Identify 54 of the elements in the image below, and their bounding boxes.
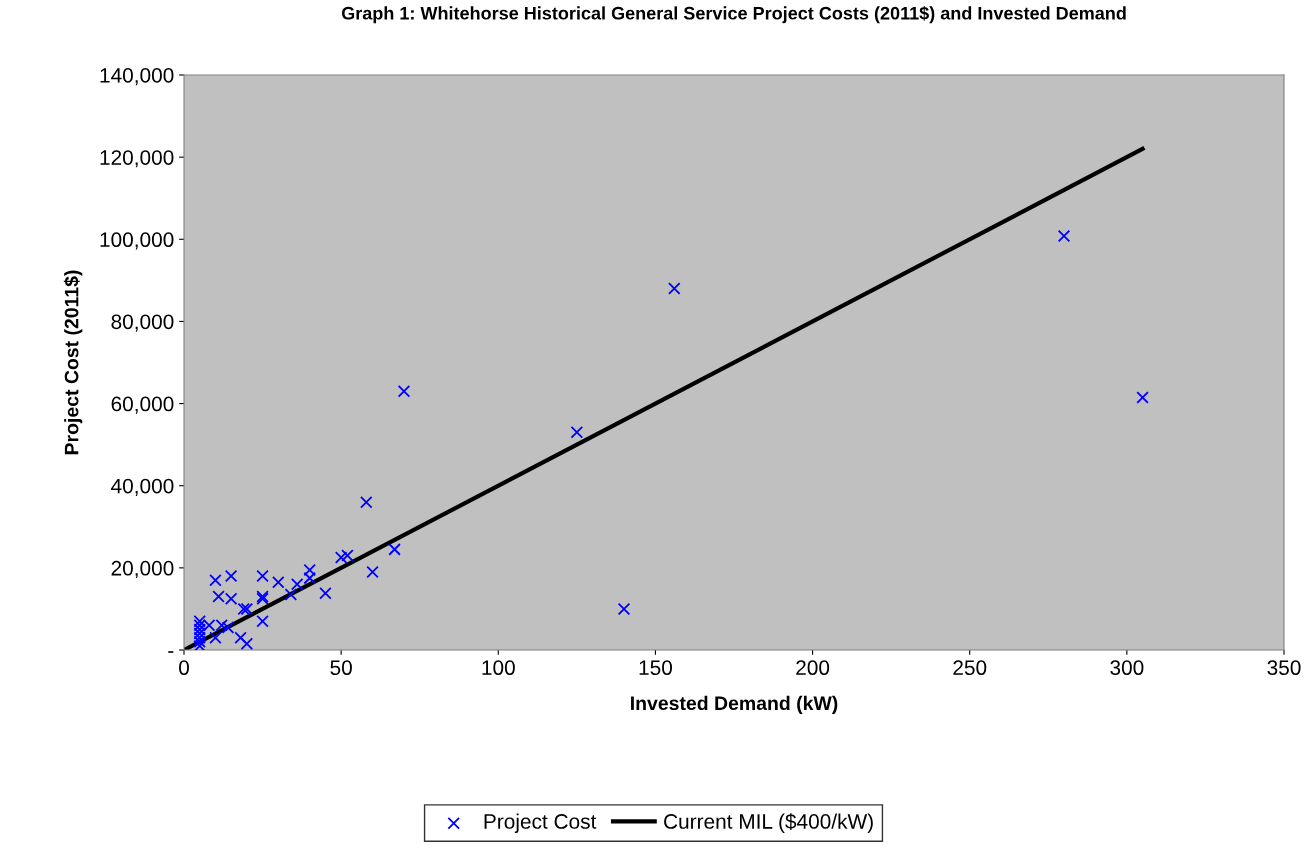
point — [341, 549, 354, 562]
y-tick-label: 140,000 — [100, 68, 174, 86]
point — [193, 631, 206, 644]
point — [272, 575, 285, 589]
y-tick-label: 40,000 — [111, 478, 174, 496]
point — [193, 623, 206, 636]
point — [1057, 229, 1071, 243]
point — [209, 631, 222, 644]
y-tick-label: 120,000 — [100, 150, 174, 168]
point — [224, 569, 238, 583]
x-tick-label: 100 — [482, 660, 515, 676]
x-tick-label: 250 — [953, 660, 987, 676]
point — [221, 621, 235, 634]
y-tick-label: 60,000 — [111, 396, 174, 414]
point — [1136, 391, 1149, 404]
point — [668, 282, 681, 295]
point — [303, 563, 316, 577]
point — [388, 543, 401, 556]
point — [193, 639, 206, 650]
x-tick-label: 150 — [639, 660, 672, 676]
point — [334, 551, 348, 564]
point — [193, 627, 206, 640]
point — [397, 384, 411, 398]
point — [366, 565, 379, 579]
y-axis-title: Project Cost (2011$) — [63, 270, 83, 455]
point — [234, 631, 247, 644]
x-tick-label: 350 — [1267, 660, 1301, 676]
point — [193, 614, 206, 628]
point — [319, 587, 332, 600]
point — [240, 602, 254, 616]
y-tick-label: - — [168, 651, 174, 653]
point — [209, 573, 222, 587]
x-tick-label: 50 — [330, 660, 352, 676]
point — [237, 602, 250, 616]
y-tick-label: 20,000 — [111, 560, 174, 579]
chart-title: Graph 1: Whitehorse Historical General Service Project Costs (2011$) and Invested Demand — [341, 6, 1126, 24]
y-tick-label: 80,000 — [111, 314, 174, 332]
point — [256, 569, 269, 583]
point — [240, 637, 254, 650]
legend-label: Project Cost — [484, 813, 597, 833]
x-tick-label: 200 — [796, 660, 830, 676]
y-tick-label: 100,000 — [100, 232, 174, 250]
point — [617, 602, 631, 616]
point — [256, 614, 269, 628]
x-axis-title: Invested Demand (kW) — [631, 695, 838, 714]
point — [570, 426, 584, 439]
point — [193, 635, 206, 649]
x-tick-label: 300 — [1110, 660, 1144, 676]
point — [360, 495, 373, 509]
point — [284, 588, 298, 601]
point — [303, 571, 316, 585]
x-tick-label: 0 — [179, 660, 189, 676]
point — [290, 578, 304, 591]
legend-label: Current MIL ($400/kW) — [664, 813, 873, 833]
